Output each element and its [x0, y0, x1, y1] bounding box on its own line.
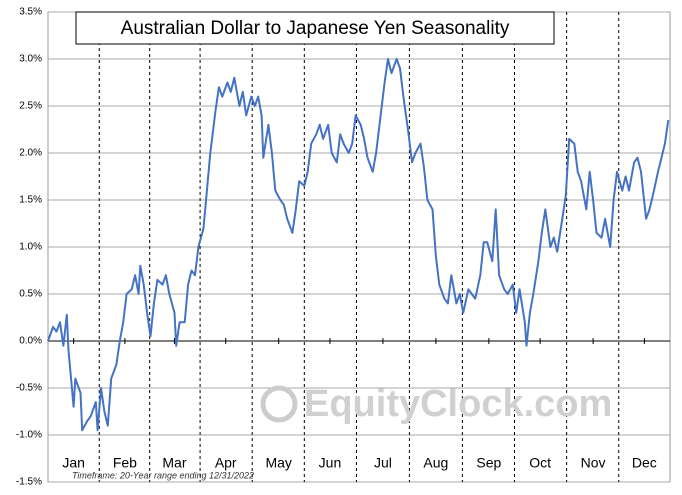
watermark-group: EquityClock.com [260, 383, 612, 425]
x-tick-label: Jan [62, 455, 85, 471]
y-tick-label: -0.5% [16, 383, 42, 394]
x-tick-label: Aug [423, 455, 448, 471]
x-tick-label: Apr [215, 455, 237, 471]
watermark-logo [260, 385, 298, 423]
y-tick-label: 3.5% [19, 7, 42, 18]
y-tick-label: 0.0% [19, 336, 42, 347]
x-tick-label: Sep [476, 455, 501, 471]
plot [47, 58, 670, 432]
x-tick-label: Nov [581, 455, 606, 471]
x-tick-label: Oct [529, 455, 551, 471]
footnote: Timeframe: 20-Year range ending 12/31/20… [72, 470, 254, 480]
x-tick-label: Feb [113, 455, 137, 471]
x-tick-label: Dec [632, 455, 657, 471]
y-tick-label: 2.5% [19, 101, 42, 112]
title-box [75, 11, 555, 45]
watermark: EquityClock.com [304, 383, 612, 425]
chart-title: Australian Dollar to Japanese Yen Season… [121, 18, 510, 39]
grid: -1.5% -1.0% -0.5% 0.0% 0.5% 1.0% 1.5% 2.0% 2.5% 3… [16, 7, 671, 488]
x-tick-label: Jul [374, 455, 392, 471]
series-line [47, 58, 670, 432]
y-tick-label: 0.5% [19, 289, 42, 300]
y-tick-label: 1.0% [19, 242, 42, 253]
y-tick-label: -1.0% [16, 430, 42, 441]
y-tick-label: 3.0% [19, 54, 42, 65]
y-tick-label: -1.5% [16, 477, 42, 488]
x-tick-label: Mar [162, 455, 186, 471]
x-tick-label: Jun [319, 455, 342, 471]
y-tick-label: 2.0% [19, 148, 42, 159]
x-tick-label: May [265, 455, 291, 471]
y-tick-label: 1.5% [19, 195, 42, 206]
